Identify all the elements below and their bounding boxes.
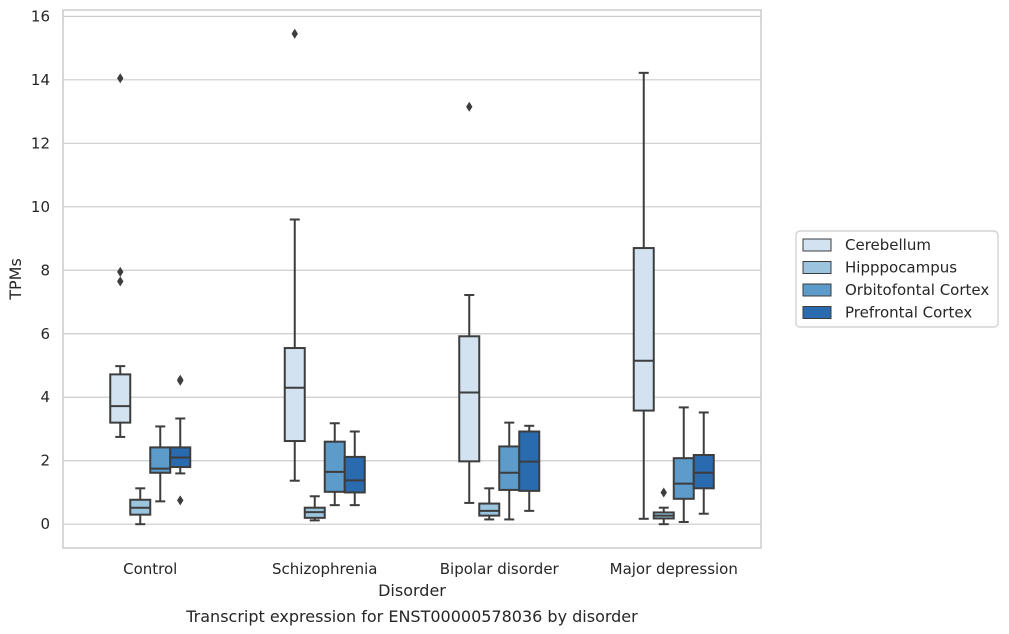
box-hipppocampus (652, 487, 675, 526)
box-orbitofontal-cortex (149, 425, 172, 503)
box-prefrontal-cortex (692, 411, 715, 515)
box-prefrontal-cortex (169, 374, 192, 506)
box-cerebellum (632, 71, 655, 520)
x-axis-title: Disorder (378, 581, 446, 600)
box-iqr (672, 457, 695, 500)
y-tick-label: 2 (40, 452, 50, 470)
box-orbitofontal-cortex (323, 422, 346, 507)
x-tick-label: Schizophrenia (272, 560, 377, 578)
box-iqr (632, 247, 655, 412)
outlier-point (466, 101, 473, 112)
box-plot-series (109, 28, 715, 526)
legend-label: Prefrontal Cortex (845, 304, 972, 322)
box-iqr (323, 440, 346, 493)
y-tick-label: 16 (31, 7, 50, 25)
box-iqr (692, 454, 715, 490)
box-iqr (498, 445, 521, 491)
box-iqr (343, 455, 366, 494)
y-axis-title: TPMs (6, 258, 25, 301)
x-tick-label: Bipolar disorder (440, 560, 560, 578)
x-tick-labels: Control Schizophrenia Bipolar disorder Majo… (123, 560, 738, 578)
figure-caption: Transcript expression for ENST0000057803… (185, 607, 638, 626)
y-tick-label: 6 (40, 325, 50, 343)
box-orbitofontal-cortex (672, 406, 695, 523)
box-hipppocampus (478, 487, 501, 521)
box-cerebellum (283, 28, 306, 482)
box-prefrontal-cortex (518, 424, 541, 512)
legend-frame (795, 230, 999, 328)
y-tick-label: 10 (31, 198, 50, 216)
box-cerebellum (109, 73, 132, 438)
outlier-point (177, 374, 184, 385)
y-tick-label: 8 (40, 261, 50, 279)
outlier-point (177, 495, 184, 506)
y-tick-label: 12 (31, 134, 50, 152)
y-tick-label: 0 (40, 515, 50, 533)
legend-swatch (802, 283, 832, 297)
outlier-point (117, 276, 124, 287)
box-cerebellum (458, 101, 481, 504)
y-tick-label: 4 (40, 388, 50, 406)
legend-label: Cerebellum (845, 236, 931, 254)
y-tick-label: 14 (31, 71, 50, 89)
box-orbitofontal-cortex (498, 421, 521, 521)
legend-swatch (802, 261, 832, 274)
box-iqr (478, 502, 501, 517)
outlier-point (660, 487, 667, 498)
box-hipppocampus (303, 495, 326, 522)
box-hipppocampus (129, 487, 152, 526)
box-iqr (458, 335, 481, 463)
legend-label: Hipppocampus (845, 259, 957, 277)
box-iqr (283, 347, 306, 443)
y-tick-labels: 0 2 4 6 8 10 12 14 16 (31, 7, 50, 533)
box-prefrontal-cortex (343, 430, 366, 507)
legend-swatch (802, 306, 832, 319)
legend-label: Orbitofontal Cortex (845, 281, 989, 299)
box-iqr (109, 373, 132, 424)
x-tick-label: Control (123, 560, 177, 578)
outlier-point (117, 73, 124, 84)
x-tick-label: Major depression (610, 560, 738, 578)
legend: Cerebellum Hipppocampus Orbitofontal Corte… (795, 230, 999, 328)
plot-frame (62, 9, 762, 549)
legend-swatch (802, 238, 832, 252)
outlier-point (117, 266, 124, 277)
outlier-point (291, 28, 298, 39)
